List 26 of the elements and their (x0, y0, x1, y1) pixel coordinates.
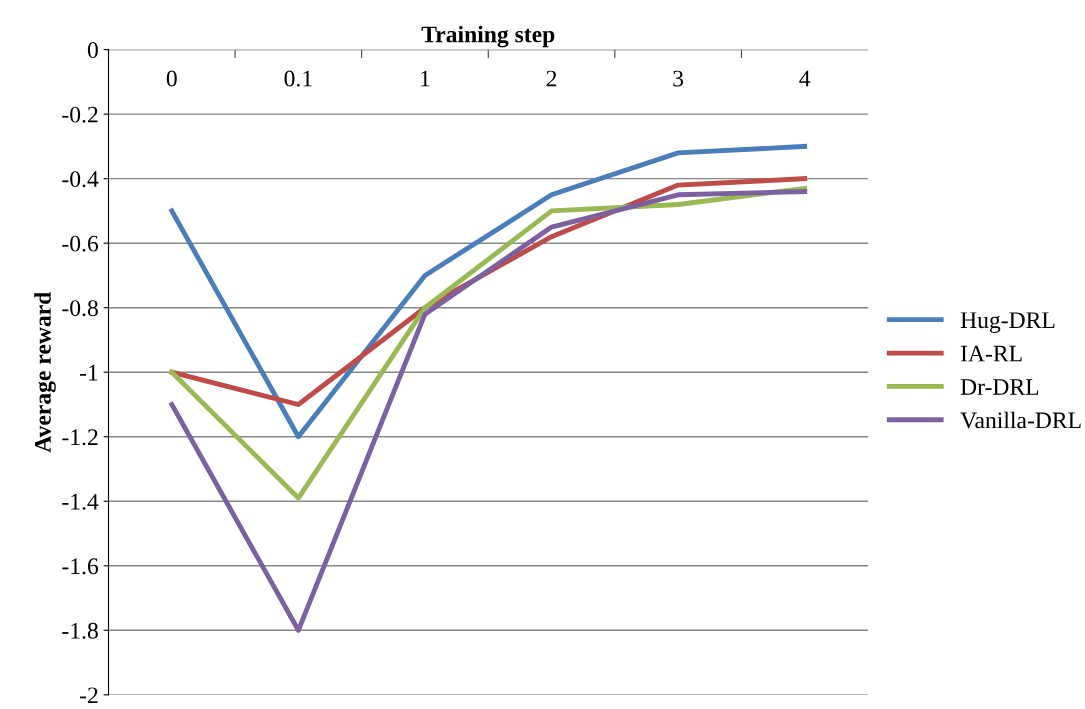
y-axis-title: Average reward (34, 291, 56, 453)
x-tick-label: 2 (546, 70, 557, 87)
legend-label: IA-RL (960, 345, 1022, 362)
x-tick-label: 4 (799, 70, 811, 87)
x-tick-label: 3 (673, 70, 684, 87)
legend-label: Dr-DRL (960, 379, 1039, 395)
legend-label: Hug-DRL (960, 312, 1055, 333)
line-series (169, 143, 808, 440)
y-tick-label: -1 (79, 364, 98, 381)
line-series (169, 185, 808, 501)
x-tick-label: 0 (166, 70, 177, 87)
x-axis-title: Training step (421, 25, 555, 48)
y-tick-label: -1.4 (62, 493, 99, 510)
y-tick-label: -1.2 (62, 429, 98, 446)
legend-label: Vanilla-DRL (960, 411, 1081, 429)
x-tick-label: 0.1 (284, 70, 312, 87)
y-tick-label: -0.2 (62, 106, 98, 123)
line-series (169, 189, 808, 633)
y-tick-label: -0.6 (62, 235, 99, 252)
y-tick-label: -0.4 (62, 171, 99, 188)
y-tick-label: -2 (79, 687, 98, 704)
y-tick-label: -1.8 (62, 622, 98, 639)
y-tick-label: -0.8 (62, 300, 98, 317)
y-tick-label: 0 (87, 42, 98, 59)
y-tick-label: -1.6 (62, 558, 99, 575)
x-tick-label: 1 (421, 70, 430, 87)
